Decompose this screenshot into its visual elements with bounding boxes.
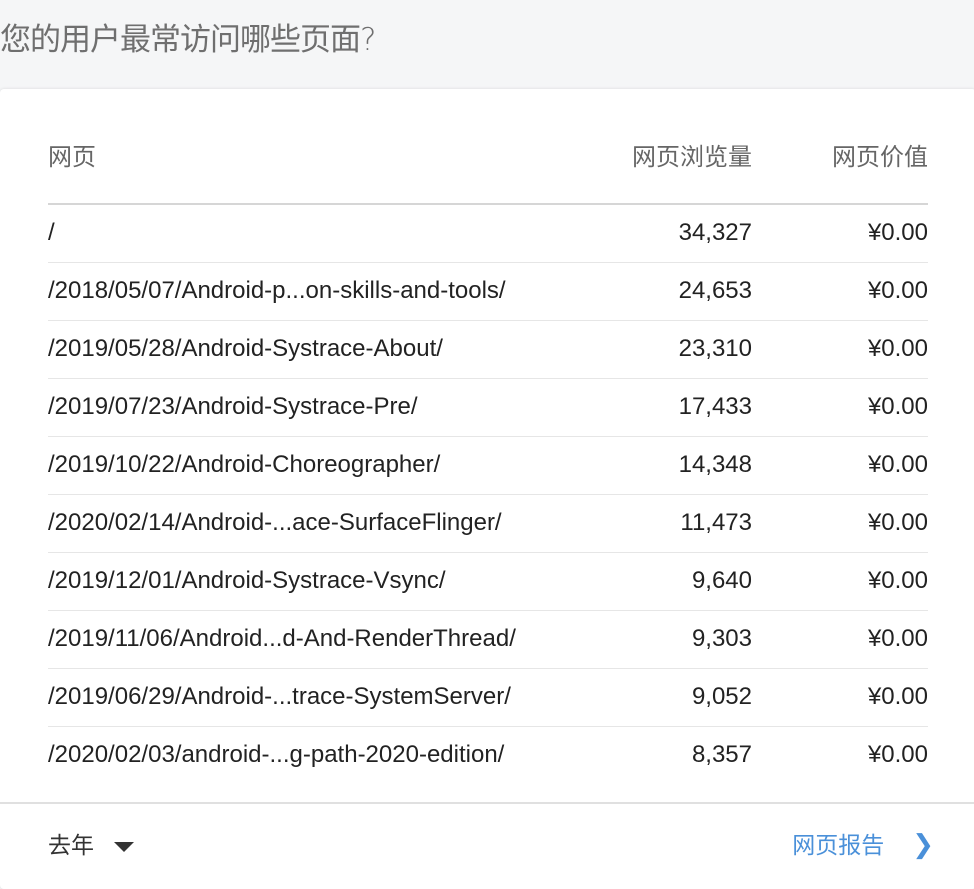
views-cell: 23,310 (678, 335, 752, 362)
table-row[interactable]: /2019/06/29/Android-...trace-SystemServe… (48, 669, 928, 727)
page-cell: /2019/12/01/Android-Systrace-Vsync/ (48, 567, 446, 594)
page-cell: /2018/05/07/Android-p...on-skills-and-to… (48, 277, 506, 304)
page-cell: / (48, 219, 55, 246)
table-row[interactable]: /2020/02/14/Android-...ace-SurfaceFlinge… (48, 495, 928, 553)
top-pages-card: 网页 网页浏览量 网页价值 / 34,327 ¥0.00/2018/05/07/An… (0, 89, 974, 889)
report-label: 网页报告 (792, 833, 885, 859)
header-page: 网页 (48, 143, 96, 171)
value-cell: ¥0.00 (867, 567, 928, 594)
page-cell: /2020/02/14/Android-...ace-SurfaceFlinge… (48, 509, 502, 536)
views-cell: 24,653 (678, 277, 752, 304)
table-header: 网页 网页浏览量 网页价值 (48, 133, 928, 205)
views-cell: 9,052 (691, 683, 752, 710)
views-cell: 17,433 (678, 393, 752, 420)
caret-down-icon (114, 841, 134, 852)
page-cell: /2019/10/22/Android-Choreographer/ (48, 451, 441, 478)
table-row[interactable]: / 34,327 ¥0.00 (48, 205, 928, 263)
header-value: 网页价值 (832, 143, 928, 171)
card-footer: 去年 网页报告 ❯ (0, 802, 974, 884)
views-cell: 9,640 (691, 567, 752, 594)
page-cell: /2019/06/29/Android-...trace-SystemServe… (48, 683, 511, 710)
table-body: / 34,327 ¥0.00/2018/05/07/Android-p...on-s… (48, 205, 928, 784)
value-cell: ¥0.00 (867, 335, 928, 362)
table-row[interactable]: /2019/12/01/Android-Systrace-Vsync/9,640… (48, 553, 928, 611)
value-cell: ¥0.00 (867, 741, 928, 768)
date-range-dropdown[interactable]: 去年 (48, 826, 134, 860)
value-cell: ¥0.00 (867, 393, 928, 420)
value-cell: ¥0.00 (867, 219, 928, 246)
page-cell: /2020/02/03/android-...g-path-2020-editi… (48, 741, 505, 768)
page-cell: /2019/07/23/Android-Systrace-Pre/ (48, 393, 418, 420)
table-row[interactable]: /2019/05/28/Android-Systrace-About/23,31… (48, 321, 928, 379)
value-cell: ¥0.00 (867, 451, 928, 478)
table-row[interactable]: /2019/07/23/Android-Systrace-Pre/17,433 ¥… (48, 379, 928, 437)
header-views: 网页浏览量 (632, 143, 752, 171)
table-row[interactable]: /2019/11/06/Android...d-And-RenderThread… (48, 611, 928, 669)
value-cell: ¥0.00 (867, 277, 928, 304)
pages-report-link[interactable]: 网页报告 ❯ (792, 826, 934, 860)
views-cell: 11,473 (680, 509, 752, 536)
value-cell: ¥0.00 (867, 625, 928, 652)
value-cell: ¥0.00 (867, 509, 928, 536)
section-title: 您的用户最常访问哪些页面? (0, 22, 376, 58)
views-cell: 8,357 (691, 741, 752, 768)
page-cell: /2019/05/28/Android-Systrace-About/ (48, 335, 443, 362)
views-cell: 34,327 (678, 219, 752, 246)
page-cell: /2019/11/06/Android...d-And-RenderThread… (48, 625, 516, 652)
value-cell: ¥0.00 (867, 683, 928, 710)
table-row[interactable]: /2019/10/22/Android-Choreographer/14,348… (48, 437, 928, 495)
table-row[interactable]: /2020/02/03/android-...g-path-2020-editi… (48, 727, 928, 784)
date-range-label: 去年 (48, 833, 94, 859)
views-cell: 9,303 (691, 625, 752, 652)
views-cell: 14,348 (678, 451, 752, 478)
chevron-right-icon: ❯ (912, 830, 934, 860)
table-row[interactable]: /2018/05/07/Android-p...on-skills-and-to… (48, 263, 928, 321)
